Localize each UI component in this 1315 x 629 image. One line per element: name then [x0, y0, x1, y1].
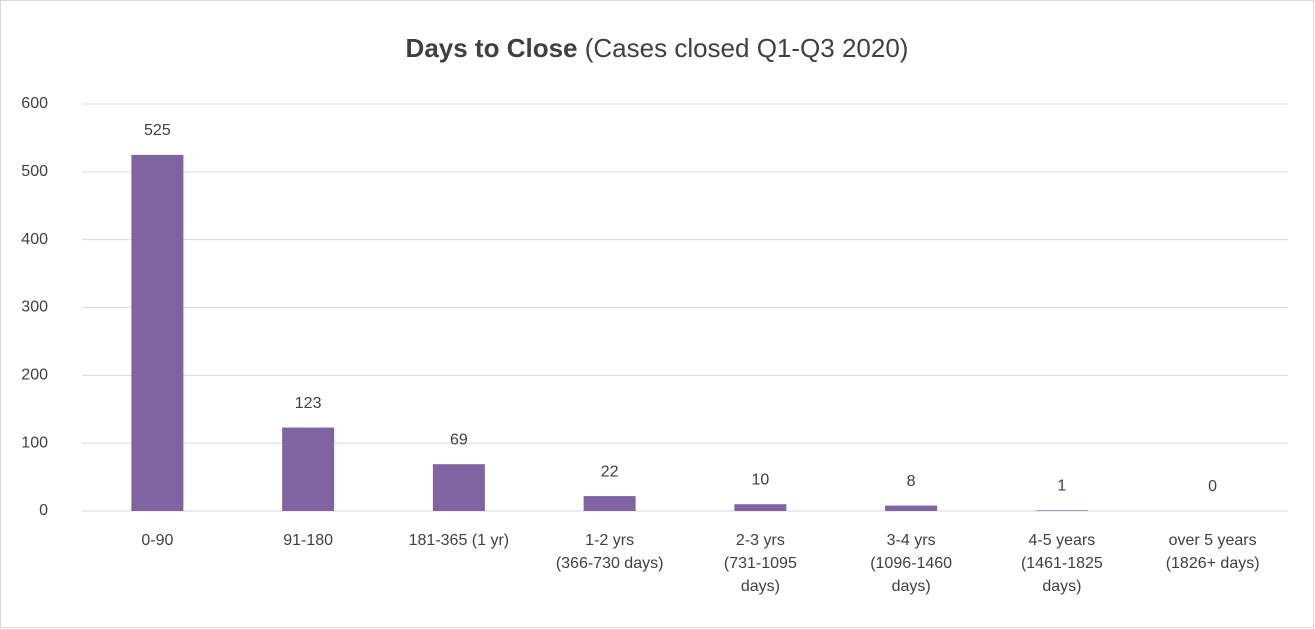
bar — [734, 504, 787, 511]
x-tick-label: 3-4 yrs — [887, 532, 936, 549]
y-tick-label: 400 — [21, 231, 48, 248]
chart-subtitle: (Cases closed Q1-Q3 2020) — [585, 33, 909, 63]
chart-heading: Days to Close (Cases closed Q1-Q3 2020) — [406, 33, 909, 63]
x-tick-label: over 5 years — [1169, 532, 1257, 549]
bar — [432, 464, 485, 511]
x-tick-label: (1461-1825 — [1021, 555, 1103, 572]
bar — [885, 505, 938, 511]
data-label: 69 — [450, 431, 468, 448]
bar — [131, 154, 184, 511]
x-tick-label: (731-1095 — [724, 555, 797, 572]
data-label: 525 — [144, 122, 171, 139]
y-tick-label: 300 — [21, 299, 48, 316]
x-tick-label: days) — [892, 578, 931, 595]
y-tick-label: 100 — [21, 434, 48, 451]
data-label: 22 — [601, 463, 619, 480]
chart-title: Days to Close — [406, 33, 578, 63]
x-tick-label: 91-180 — [283, 532, 333, 549]
data-label: 0 — [1208, 478, 1217, 495]
y-tick-label: 0 — [39, 502, 48, 519]
data-label: 123 — [295, 395, 322, 412]
data-label: 1 — [1057, 478, 1066, 495]
x-tick-label: days) — [1042, 578, 1081, 595]
x-tick-label: 4-5 years — [1029, 532, 1096, 549]
y-tick-label: 600 — [21, 95, 48, 112]
y-tick-label: 200 — [21, 367, 48, 384]
x-tick-label: 1-2 yrs — [585, 532, 634, 549]
bar — [1035, 510, 1088, 511]
bar — [583, 496, 636, 511]
bar — [282, 427, 335, 511]
x-tick-label: 0-90 — [141, 532, 173, 549]
y-tick-label: 500 — [21, 163, 48, 180]
x-tick-label: (1826+ days) — [1166, 555, 1260, 572]
x-tick-label: days) — [741, 578, 780, 595]
data-label: 8 — [907, 473, 916, 490]
x-tick-label: 2-3 yrs — [736, 532, 785, 549]
x-tick-label: 181-365 (1 yr) — [409, 532, 510, 549]
x-tick-label: (1096-1460 — [870, 555, 952, 572]
data-label: 10 — [751, 471, 769, 488]
x-tick-label: (366-730 days) — [556, 555, 664, 572]
